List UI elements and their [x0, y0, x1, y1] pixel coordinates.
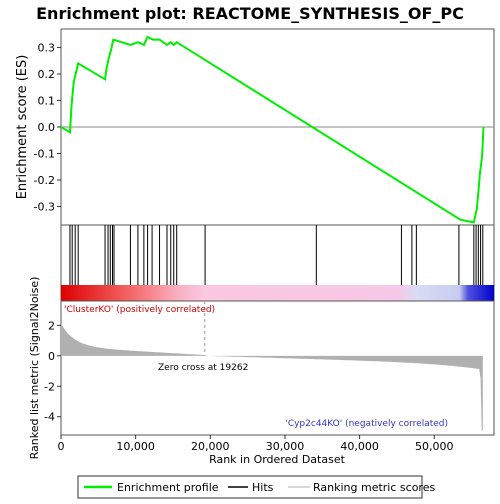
legend-hits-label: Hits [252, 481, 274, 494]
metric-y-tick-label: -2 [44, 380, 55, 393]
metric-panel [60, 300, 495, 436]
es-y-tick-label: 0.3 [38, 42, 56, 55]
metric-y-axis: 2 0 -2 -4 [44, 319, 61, 424]
x-tick-label: 20,000 [191, 440, 230, 453]
x-axis-label: Rank in Ordered Dataset [209, 453, 346, 466]
x-tick-label: 10,000 [116, 440, 155, 453]
es-y-tick-label: 0.1 [38, 95, 56, 108]
positive-label: 'ClusterKO' (positively correlated) [64, 305, 215, 315]
metric-y-tick-label: 0 [48, 350, 55, 363]
es-y-axis-label: Enrichment score (ES) [15, 55, 30, 200]
es-y-tick-label: -0.1 [34, 147, 55, 160]
metric-y-axis-label: Ranked list metric (Signal2Noise) [28, 277, 41, 460]
es-y-tick-label: -0.2 [34, 174, 55, 187]
chart-title: Enrichment plot: REACTOME_SYNTHESIS_OF_P… [36, 4, 464, 23]
x-tick-label: 0 [58, 440, 65, 453]
hits-marks [69, 225, 484, 285]
es-y-tick-label: -0.3 [34, 200, 55, 213]
es-y-tick-label: 0.2 [38, 68, 56, 81]
x-tick-label: 50,000 [415, 440, 454, 453]
legend-box [77, 475, 423, 499]
legend-ranking-label: Ranking metric scores [313, 481, 435, 494]
es-y-axis: 0.3 0.2 0.1 0.0 -0.1 -0.2 -0.3 [34, 42, 61, 213]
es-y-tick-label: 0.0 [38, 121, 56, 134]
metric-y-tick-label: 2 [48, 319, 55, 332]
x-tick-label: 30,000 [266, 440, 305, 453]
enrichment-profile-line [60, 35, 485, 224]
x-tick-label: 40,000 [340, 440, 379, 453]
zero-cross-label: Zero cross at 19262 [158, 363, 248, 373]
metric-y-tick-label: -4 [44, 411, 55, 424]
legend-enrichment-label: Enrichment profile [117, 481, 219, 494]
negative-label: 'Cyp2c44KO' (negatively correlated) [285, 419, 448, 429]
x-axis: 0 10,000 20,000 30,000 40,000 50,000 [58, 435, 454, 453]
metric-negative-area [204, 355, 483, 431]
metric-positive-area [61, 323, 205, 356]
rank-color-bar [61, 285, 494, 301]
